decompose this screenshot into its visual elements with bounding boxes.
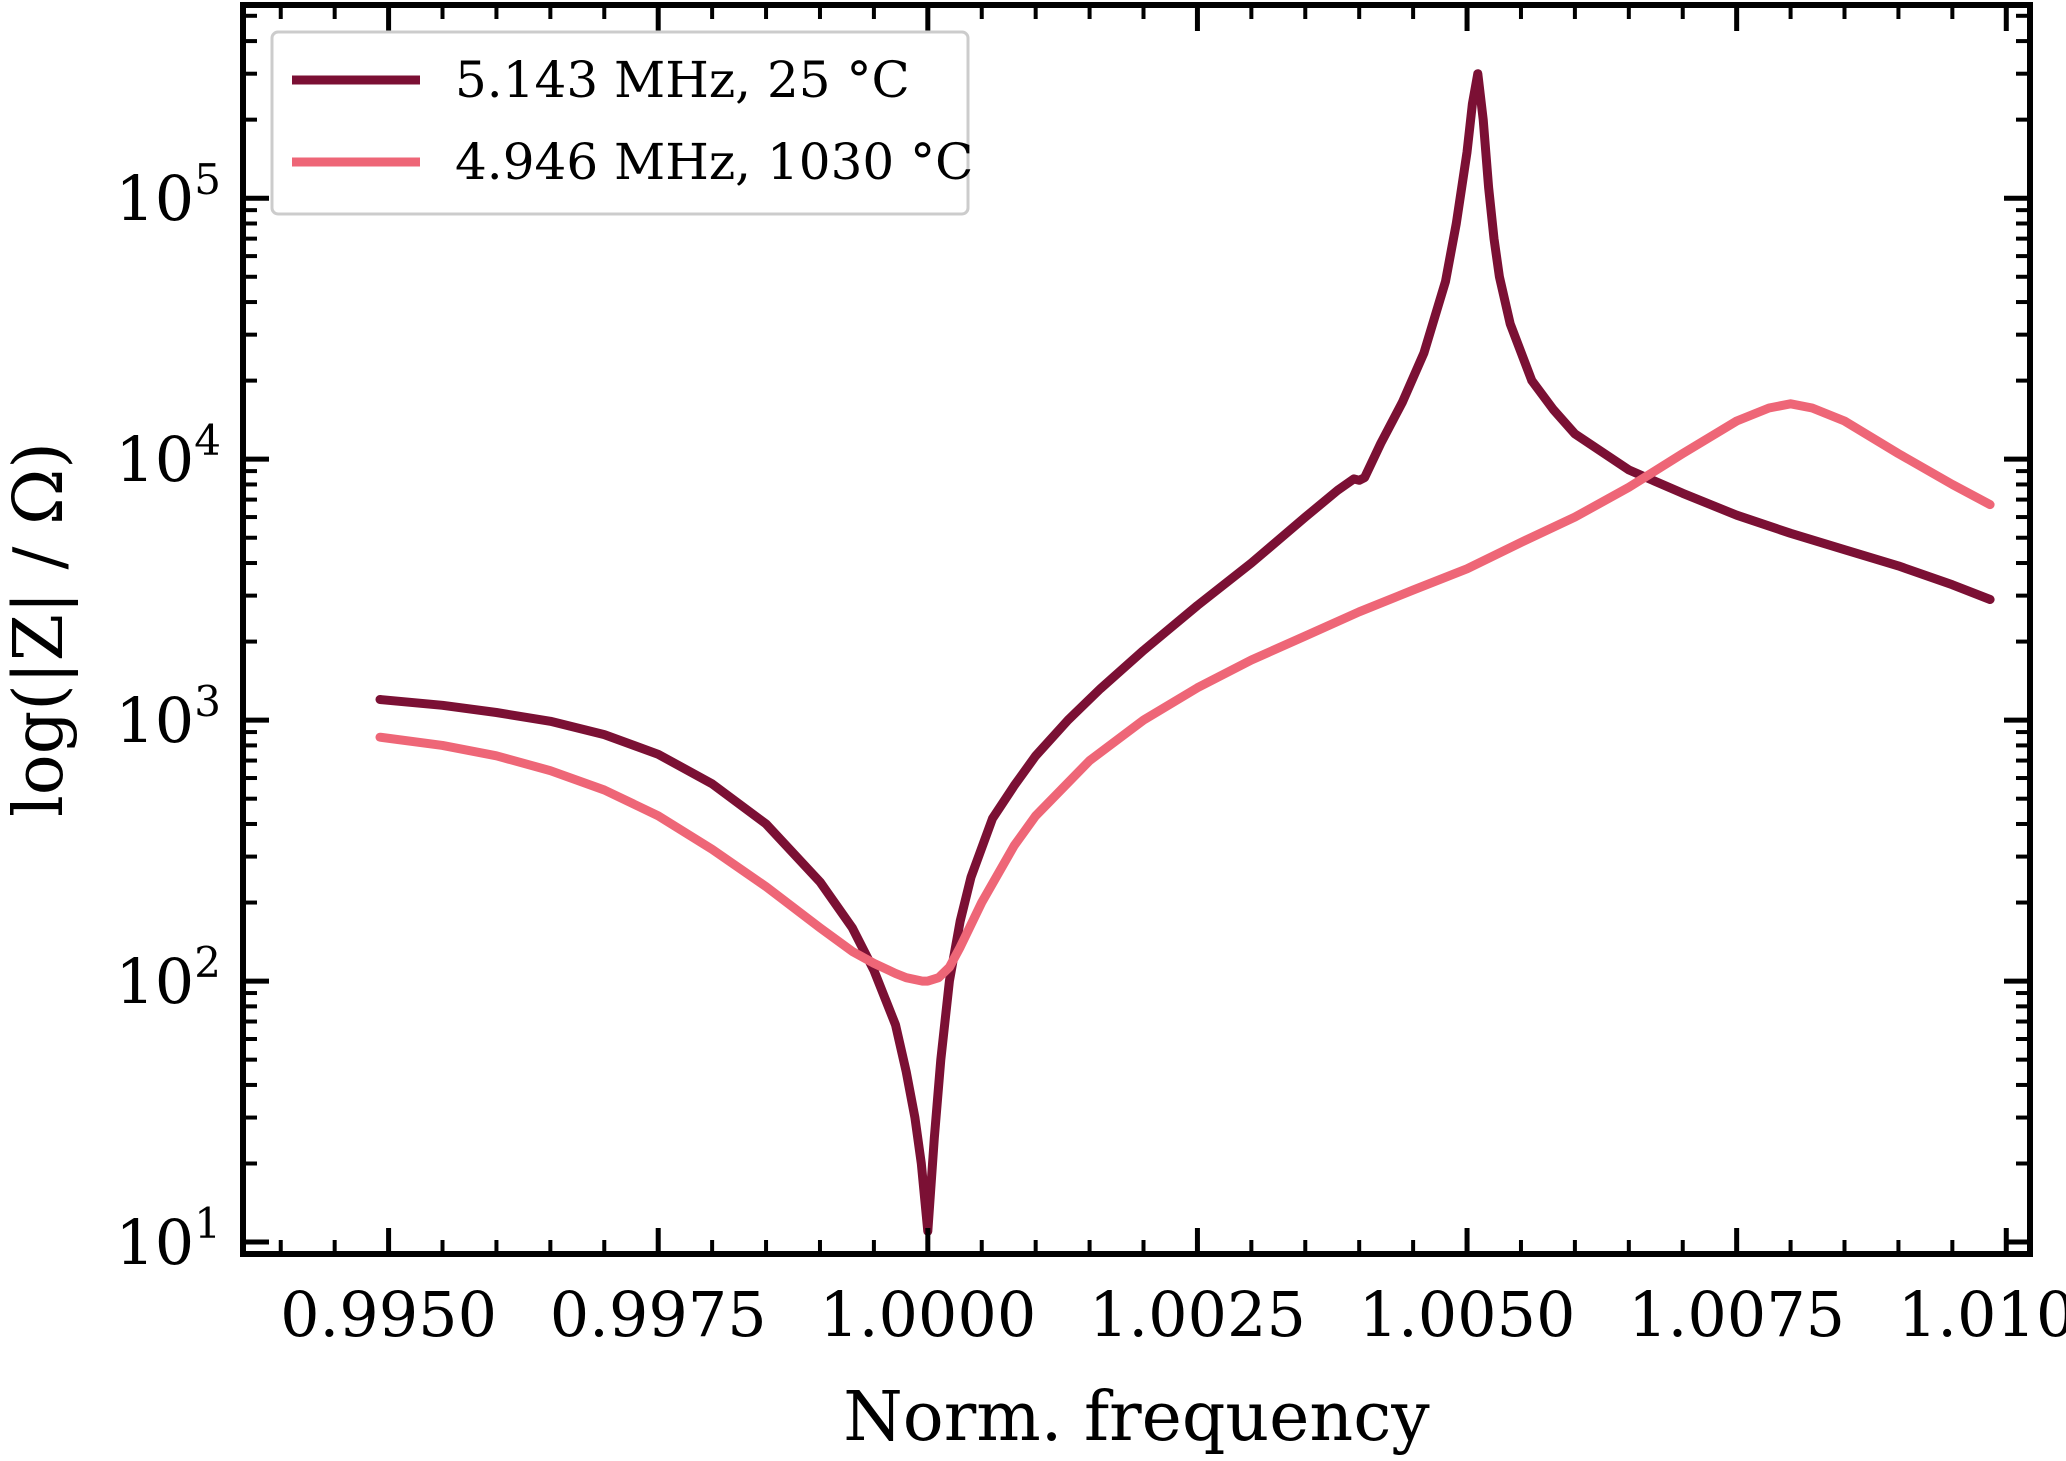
x-tick-label: 1.0025 [1089, 1278, 1306, 1351]
x-tick-label: 0.9975 [550, 1278, 767, 1351]
x-tick-label: 1.0100 [1898, 1278, 2066, 1351]
y-tick-exponent: 4 [194, 416, 221, 465]
y-tick-base: 10 [115, 945, 194, 1018]
plot-frame [240, 2, 2033, 1257]
plot-area [375, 69, 1995, 1236]
x-tick-label: 1.0050 [1359, 1278, 1576, 1351]
y-tick-base: 10 [115, 423, 194, 496]
x-tick-labels: 0.9950 0.9975 1.0000 1.0025 1.0050 1.0075 1.01… [280, 1278, 2066, 1351]
series-line-2 [375, 399, 1995, 986]
y-tick-base: 10 [115, 1206, 194, 1279]
x-tick-label: 1.0000 [819, 1278, 1036, 1351]
x-tick-label: 0.9950 [280, 1278, 497, 1351]
x-axis-label: Norm. frequency [843, 1378, 1430, 1457]
x-tick-label: 1.0075 [1628, 1278, 1845, 1351]
y-tick-label: 102 [115, 938, 221, 1018]
y-tick-exponent: 3 [194, 677, 221, 726]
legend-box [270, 30, 970, 216]
y-tick-base: 10 [115, 684, 194, 757]
y-tick-exponent: 2 [194, 938, 221, 987]
y-tick-base: 10 [115, 162, 194, 235]
y-tick-exponent: 5 [194, 155, 221, 204]
y-tick-label: 104 [115, 416, 221, 496]
legend: 5.143 MHz, 25 °C 4.946 MHz, 1030 °C [270, 30, 973, 216]
legend-label-series-2: 4.946 MHz, 1030 °C [455, 133, 973, 191]
y-tick-label: 101 [115, 1199, 221, 1279]
legend-label-series-1: 5.143 MHz, 25 °C [455, 51, 910, 109]
y-tick-label: 103 [115, 677, 221, 757]
y-tick-label: 105 [115, 155, 221, 235]
y-axis-label: log(|Z| / Ω) [0, 442, 79, 817]
y-tick-exponent: 1 [194, 1199, 221, 1248]
